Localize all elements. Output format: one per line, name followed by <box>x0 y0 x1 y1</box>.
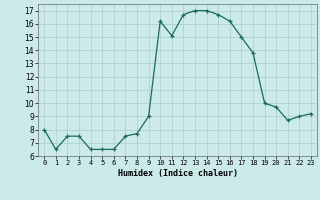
X-axis label: Humidex (Indice chaleur): Humidex (Indice chaleur) <box>118 169 238 178</box>
